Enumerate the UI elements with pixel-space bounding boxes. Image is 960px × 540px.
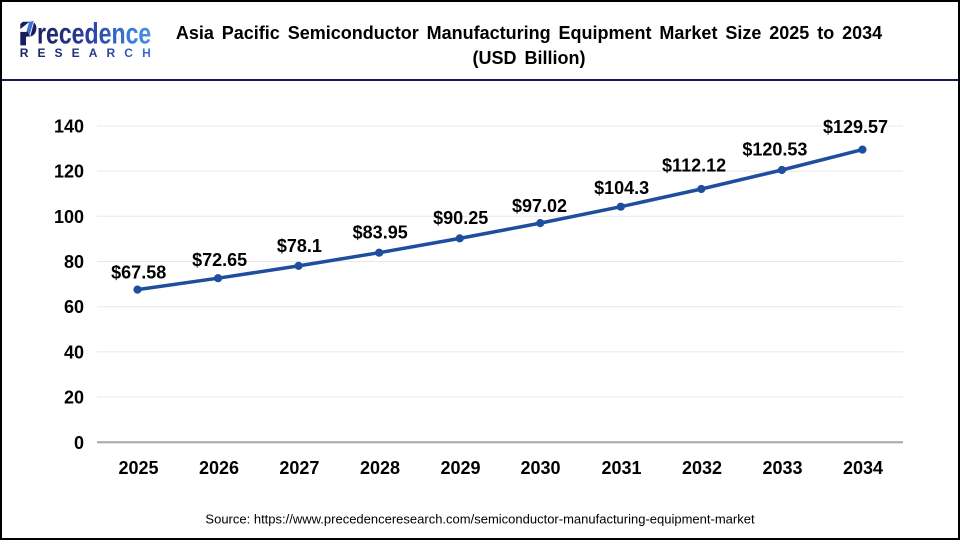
svg-text:Source: https://www.precedence: Source: https://www.precedenceresearch.c… [205,512,755,527]
svg-text:2025: 2025 [118,458,158,478]
svg-text:2031: 2031 [601,458,641,478]
svg-text:40: 40 [64,342,84,362]
svg-text:2029: 2029 [440,458,480,478]
svg-text:120: 120 [54,162,84,182]
svg-text:0: 0 [74,433,84,453]
svg-text:2028: 2028 [360,458,400,478]
svg-text:140: 140 [54,117,84,137]
svg-text:$112.12: $112.12 [662,155,726,175]
svg-text:$104.3: $104.3 [594,178,649,198]
svg-text:$120.53: $120.53 [742,139,807,159]
svg-text:100: 100 [54,207,84,227]
svg-text:2026: 2026 [199,458,239,478]
svg-text:$129.57: $129.57 [823,117,888,137]
svg-text:$67.58: $67.58 [111,262,166,282]
svg-text:60: 60 [64,297,84,317]
svg-text:recedence: recedence [37,16,151,50]
svg-text:2033: 2033 [762,458,802,478]
svg-text:$90.25: $90.25 [433,208,488,228]
svg-text:$72.65: $72.65 [192,250,247,270]
svg-text:$78.1: $78.1 [277,236,322,256]
svg-text:2027: 2027 [279,458,319,478]
svg-text:80: 80 [64,252,84,272]
svg-text:2030: 2030 [520,458,560,478]
svg-text:$83.95: $83.95 [353,222,408,242]
svg-text:2034: 2034 [843,458,883,478]
svg-text:20: 20 [64,388,84,408]
svg-text:$97.02: $97.02 [512,196,567,216]
svg-text:2032: 2032 [682,458,722,478]
svg-text:RESEARCH: RESEARCH [20,46,160,60]
